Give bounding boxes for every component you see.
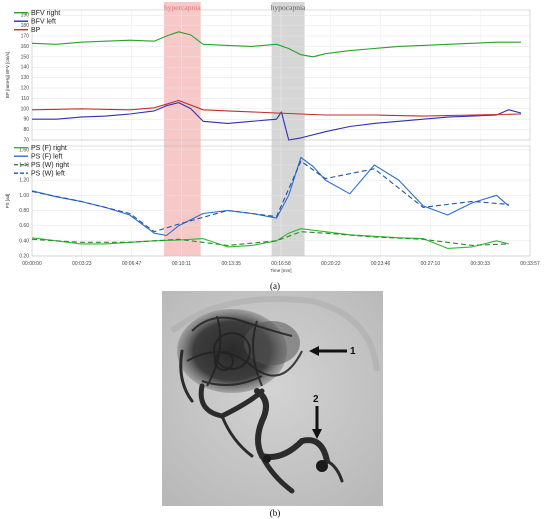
- series-line-ps-f-left: [31, 156, 510, 237]
- y-tick-upper: 70: [23, 138, 29, 144]
- y-tick-upper: 190: [21, 13, 30, 19]
- y-tick-upper: 140: [21, 65, 30, 71]
- y-tick-upper: 110: [21, 96, 29, 102]
- y-tick-lower: 1.40: [19, 162, 29, 168]
- y-tick-lower: 1.00: [19, 193, 29, 199]
- lower-frame: [31, 145, 531, 257]
- angiogram-image: 1 2: [162, 291, 383, 506]
- y-tick-upper: 160: [21, 44, 30, 50]
- x-tick: 00:33:57: [520, 261, 540, 267]
- x-tick: 00:00:00: [22, 261, 42, 267]
- y-tick-upper: 150: [21, 54, 30, 60]
- caption-a: (a): [270, 281, 280, 291]
- angiogram-drawing: 1 2: [162, 291, 383, 506]
- series-line-ps-f-right: [31, 228, 509, 249]
- band-label-hypocapnia: hypocapnia: [271, 3, 306, 12]
- legend-entry-bfv-left: BFV left: [31, 19, 56, 26]
- arrow-1: 1: [309, 346, 356, 357]
- band-hypercapnia: [164, 2, 201, 256]
- y-tick-upper: 130: [21, 75, 30, 81]
- arrow-2: 2: [312, 394, 322, 439]
- arrow-1-label: 1: [350, 346, 356, 357]
- x-tick: 00:30:33: [470, 261, 490, 267]
- y-tick-lower: 0.40: [19, 238, 29, 244]
- x-tick: 00:03:23: [72, 261, 92, 267]
- y-tick-lower: 1.20: [19, 178, 29, 184]
- upper-frame: [31, 9, 531, 141]
- x-tick: 00:06:47: [122, 261, 142, 267]
- y-tick-upper: 80: [23, 127, 29, 133]
- y-axis-label-upper: BP [mmHg] BFV [cm/s]: [5, 52, 10, 98]
- y-tick-lower: 0.20: [19, 254, 29, 260]
- y-tick-upper: 170: [21, 34, 30, 40]
- y-tick-upper: 90: [23, 117, 29, 123]
- x-tick: 00:13:35: [221, 261, 241, 267]
- y-tick-lower: 0.80: [19, 208, 29, 214]
- caption-b: (b): [269, 508, 281, 518]
- x-axis-label: Time [mm]: [270, 268, 291, 273]
- x-tick: 00:27:10: [421, 261, 441, 267]
- legend-entry-ps-w-right: PS (W) right: [31, 162, 69, 169]
- legend-entry-bp: BP: [31, 27, 41, 34]
- y-tick-upper: 120: [21, 86, 30, 92]
- legend-entry-ps-f-left: PS (F) left: [31, 154, 63, 161]
- x-tick: 00:10:11: [172, 261, 191, 267]
- y-tick-lower: 1.60: [19, 147, 29, 153]
- y-tick-upper: 180: [21, 23, 30, 29]
- x-tick: 00:20:22: [321, 261, 341, 267]
- series-line-ps-w-right: [31, 231, 509, 246]
- arrow-2-label: 2: [313, 394, 319, 405]
- x-tick: 00:16:58: [271, 261, 291, 267]
- chart-svg: hypercapnia hypocapnia 190 180 170 160 150 140…: [5, 2, 540, 273]
- legend-entry-bfv-right: BFV right: [31, 10, 60, 17]
- y-axis-label-lower: PS [ad]: [5, 194, 10, 209]
- series-line-bp: [31, 99, 522, 117]
- figure-a-chart: hypercapnia hypocapnia 190 180 170 160 150 140…: [5, 2, 540, 273]
- series-line-ps-w-left: [31, 160, 509, 233]
- legend-entry-ps-w-left: PS (W) left: [31, 171, 65, 178]
- x-tick: 00:23:46: [371, 261, 391, 267]
- series-line-bfv-left: [32, 102, 522, 141]
- y-tick-upper: 100: [21, 106, 30, 112]
- legend-entry-ps-f-right: PS (F) right: [31, 145, 67, 152]
- series-line-bfv-right: [31, 31, 521, 58]
- band-label-hypercapnia: hypercapnia: [164, 3, 201, 12]
- y-tick-lower: 0.60: [19, 223, 29, 229]
